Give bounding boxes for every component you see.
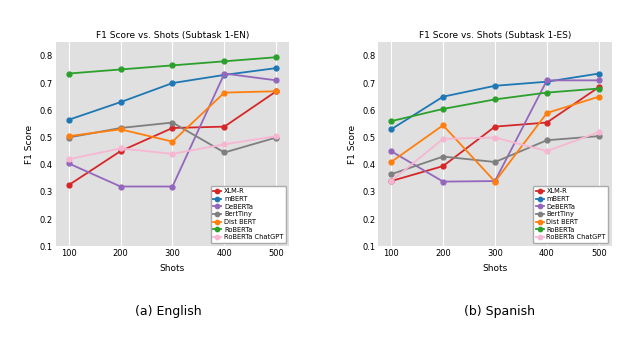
mBERT: [117, 100, 124, 104]
Line: XLM-R: XLM-R: [66, 89, 279, 188]
BertTiny: [387, 172, 395, 176]
Text: (b) Spanish: (b) Spanish: [464, 305, 535, 318]
BertTiny: [117, 126, 124, 130]
RoBERTa: [387, 119, 395, 123]
Dist BERT: [117, 127, 124, 131]
RoBERTa ChatGPT: [169, 152, 176, 156]
mBERT: [439, 95, 447, 99]
DeBERTa: [169, 184, 176, 189]
Text: (a) English: (a) English: [135, 305, 201, 318]
DeBERTa: [65, 161, 72, 165]
Line: Dist BERT: Dist BERT: [389, 94, 601, 184]
Dist BERT: [169, 139, 176, 144]
RoBERTa: [169, 63, 176, 68]
RoBERTa: [543, 90, 551, 95]
mBERT: [543, 80, 551, 84]
BertTiny: [439, 155, 447, 159]
mBERT: [595, 71, 603, 76]
BertTiny: [491, 160, 499, 164]
RoBERTa ChatGPT: [491, 136, 499, 140]
Dist BERT: [221, 90, 228, 95]
Line: Dist BERT: Dist BERT: [66, 89, 279, 144]
DeBERTa: [439, 180, 447, 184]
RoBERTa ChatGPT: [387, 179, 395, 183]
DeBERTa: [387, 149, 395, 153]
Dist BERT: [439, 123, 447, 127]
mBERT: [221, 73, 228, 77]
Line: RoBERTa ChatGPT: RoBERTa ChatGPT: [389, 130, 601, 183]
XLM-R: [65, 183, 72, 187]
RoBERTa: [117, 67, 124, 71]
Legend: XLM-R, mBERT, DeBERTa, BertTiny, Dist BERT, RoBERTa, RoBERTa ChatGPT: XLM-R, mBERT, DeBERTa, BertTiny, Dist BE…: [533, 186, 609, 243]
Dist BERT: [65, 134, 72, 138]
XLM-R: [439, 164, 447, 168]
RoBERTa ChatGPT: [65, 157, 72, 162]
X-axis label: Shots: Shots: [482, 264, 507, 273]
mBERT: [169, 81, 176, 85]
mBERT: [491, 84, 499, 88]
DeBERTa: [273, 78, 280, 82]
Dist BERT: [491, 180, 499, 184]
Line: RoBERTa: RoBERTa: [389, 86, 601, 124]
Line: mBERT: mBERT: [66, 66, 279, 122]
mBERT: [65, 118, 72, 122]
mBERT: [387, 127, 395, 131]
Dist BERT: [387, 160, 395, 164]
RoBERTa ChatGPT: [221, 142, 228, 146]
RoBERTa ChatGPT: [117, 146, 124, 151]
RoBERTa ChatGPT: [543, 149, 551, 153]
RoBERTa: [221, 59, 228, 63]
Y-axis label: F1 Score: F1 Score: [347, 125, 357, 164]
XLM-R: [595, 85, 603, 89]
Dist BERT: [595, 95, 603, 99]
XLM-R: [117, 149, 124, 153]
DeBERTa: [221, 71, 228, 76]
BertTiny: [273, 136, 280, 140]
RoBERTa: [273, 55, 280, 59]
RoBERTa ChatGPT: [273, 134, 280, 138]
XLM-R: [491, 125, 499, 129]
Line: XLM-R: XLM-R: [389, 85, 601, 183]
XLM-R: [169, 126, 176, 130]
RoBERTa ChatGPT: [439, 137, 447, 141]
BertTiny: [595, 134, 603, 138]
Title: F1 Score vs. Shots (Subtask 1-ES): F1 Score vs. Shots (Subtask 1-ES): [419, 31, 571, 40]
Title: F1 Score vs. Shots (Subtask 1-EN): F1 Score vs. Shots (Subtask 1-EN): [96, 31, 249, 40]
XLM-R: [273, 89, 280, 93]
XLM-R: [543, 120, 551, 125]
Line: mBERT: mBERT: [389, 71, 601, 132]
Legend: XLM-R, mBERT, DeBERTa, BertTiny, Dist BERT, RoBERTa, RoBERTa ChatGPT: XLM-R, mBERT, DeBERTa, BertTiny, Dist BE…: [211, 186, 286, 243]
BertTiny: [543, 138, 551, 142]
Line: RoBERTa ChatGPT: RoBERTa ChatGPT: [66, 134, 279, 162]
Line: DeBERTa: DeBERTa: [66, 71, 279, 189]
Y-axis label: F1 Score: F1 Score: [25, 125, 34, 164]
Line: BertTiny: BertTiny: [66, 120, 279, 155]
RoBERTa: [491, 97, 499, 101]
Line: BertTiny: BertTiny: [389, 134, 601, 177]
XLM-R: [221, 125, 228, 129]
mBERT: [273, 66, 280, 70]
DeBERTa: [117, 184, 124, 189]
BertTiny: [65, 136, 72, 140]
RoBERTa: [595, 86, 603, 90]
BertTiny: [169, 120, 176, 125]
DeBERTa: [595, 78, 603, 82]
Dist BERT: [273, 89, 280, 93]
DeBERTa: [491, 179, 499, 183]
DeBERTa: [543, 78, 551, 82]
X-axis label: Shots: Shots: [160, 264, 185, 273]
Dist BERT: [543, 111, 551, 115]
XLM-R: [387, 179, 395, 183]
RoBERTa ChatGPT: [595, 130, 603, 134]
RoBERTa: [439, 107, 447, 111]
Line: RoBERTa: RoBERTa: [66, 55, 279, 76]
BertTiny: [221, 150, 228, 155]
Line: DeBERTa: DeBERTa: [389, 78, 601, 184]
RoBERTa: [65, 71, 72, 76]
